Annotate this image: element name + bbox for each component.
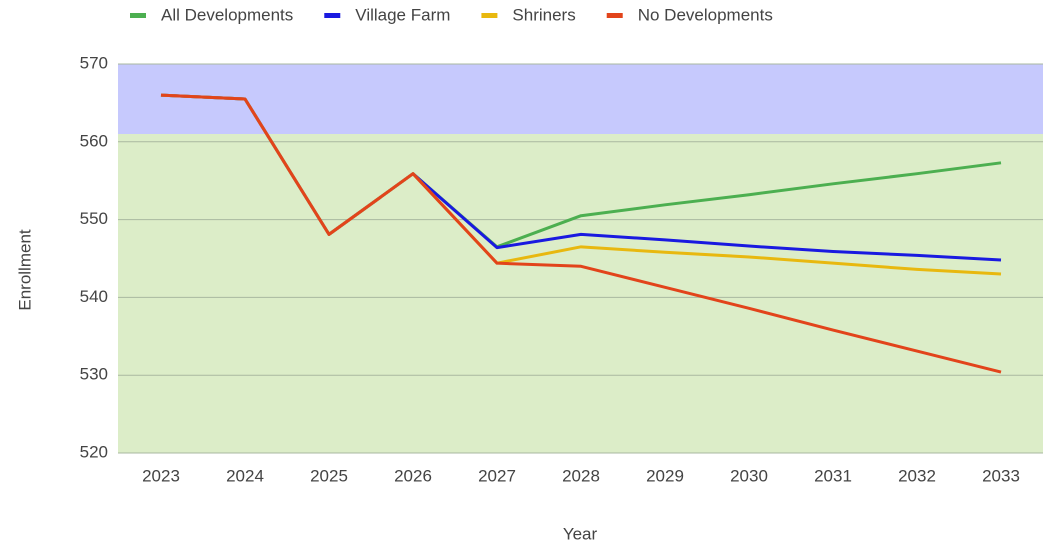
x-tick-label: 2031 bbox=[814, 466, 852, 485]
legend-label: Village Farm bbox=[355, 5, 450, 24]
y-tick-label: 550 bbox=[80, 209, 108, 228]
legend-label: All Developments bbox=[161, 5, 293, 24]
x-tick-label: 2033 bbox=[982, 466, 1020, 485]
background-band bbox=[118, 134, 1043, 453]
legend-marker bbox=[606, 13, 623, 18]
x-tick-label: 2032 bbox=[898, 466, 936, 485]
x-tick-label: 2026 bbox=[394, 466, 432, 485]
background-band bbox=[118, 64, 1043, 135]
line-series bbox=[160, 93, 1002, 374]
x-tick-label: 2029 bbox=[646, 466, 684, 485]
legend-marker bbox=[481, 13, 498, 18]
y-tick-label: 570 bbox=[80, 53, 108, 72]
y-axis-label: Enrollment bbox=[15, 229, 34, 311]
legend-marker bbox=[324, 13, 341, 18]
x-tick-label: 2023 bbox=[142, 466, 180, 485]
y-tick-label: 520 bbox=[80, 442, 108, 461]
x-tick-label: 2030 bbox=[730, 466, 768, 485]
x-tick-label: 2024 bbox=[226, 466, 264, 485]
y-tick-label: 540 bbox=[80, 287, 108, 306]
x-axis-label: Year bbox=[563, 524, 598, 543]
x-tick-label: 2028 bbox=[562, 466, 600, 485]
y-tick-label: 560 bbox=[80, 131, 108, 150]
legend-label: Shriners bbox=[512, 5, 575, 24]
x-tick-label: 2027 bbox=[478, 466, 516, 485]
legend-label: No Developments bbox=[638, 5, 773, 24]
x-tick-label: 2025 bbox=[310, 466, 348, 485]
legend-marker bbox=[130, 13, 146, 18]
y-tick-label: 530 bbox=[80, 365, 108, 384]
